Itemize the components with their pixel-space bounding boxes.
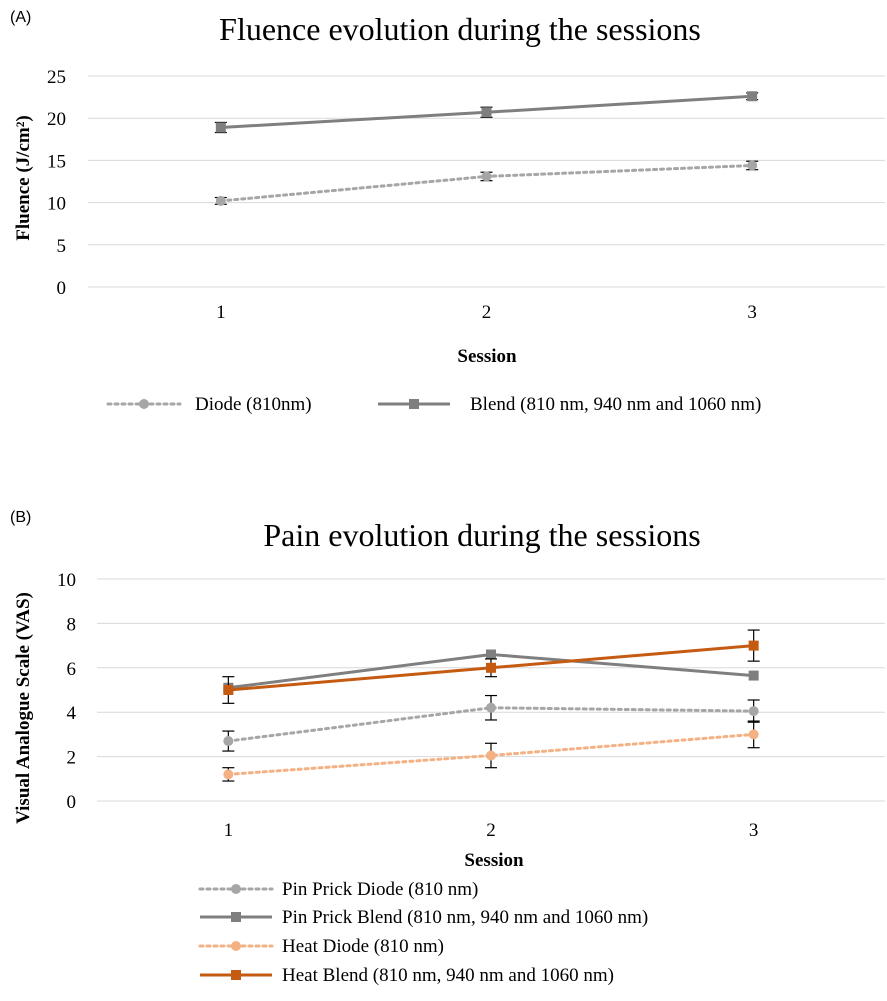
chart-a-xlabel: Session xyxy=(457,346,517,367)
y-tick-label: 8 xyxy=(67,614,77,635)
legend-item: Heat Blend (810 nm, 940 nm and 1060 nm) xyxy=(200,965,614,986)
x-tick-label: 1 xyxy=(224,820,234,841)
chart-a-ylabel: Fluence (J/cm²) xyxy=(13,115,34,240)
y-tick-label: 10 xyxy=(47,194,66,215)
legend-marker xyxy=(409,399,419,409)
legend-item: Blend (810 nm, 940 nm and 1060 nm) xyxy=(378,394,761,415)
data-point xyxy=(223,769,234,780)
legend-marker xyxy=(231,884,241,894)
y-tick-label: 5 xyxy=(57,236,67,257)
x-tick-label: 1 xyxy=(216,302,226,323)
data-point xyxy=(748,729,759,740)
y-tick-label: 15 xyxy=(47,151,66,172)
data-point xyxy=(748,640,759,651)
series-0 xyxy=(222,694,760,752)
data-point xyxy=(747,160,758,171)
y-tick-label: 0 xyxy=(67,792,77,813)
data-point xyxy=(747,91,758,102)
y-tick-label: 10 xyxy=(57,570,76,591)
data-point xyxy=(223,685,234,695)
data-point xyxy=(486,750,496,761)
y-tick-label: 25 xyxy=(47,67,66,88)
chart-0-legend: Diode (810nm) Blend (810 nm, 940 nm and 1… xyxy=(106,394,761,415)
data-point xyxy=(748,706,759,717)
chart-0-plot: 0 5 10 15 20 25 1 2 3 Diode (810nm) Blend (810 nm,… xyxy=(47,67,885,415)
y-tick-label: 6 xyxy=(67,659,77,680)
y-tick-label: 0 xyxy=(57,278,67,299)
data-point xyxy=(223,736,234,747)
data-point xyxy=(215,122,226,133)
y-tick-label: 20 xyxy=(47,109,66,130)
x-tick-label: 3 xyxy=(749,820,759,841)
legend-label: Pin Prick Diode (810 nm) xyxy=(282,879,478,900)
data-point xyxy=(748,670,759,681)
legend-marker xyxy=(231,941,241,951)
panel-b-label: (B) xyxy=(10,509,31,526)
series-1 xyxy=(214,91,759,134)
series-0 xyxy=(214,160,759,206)
legend-label: Pin Prick Blend (810 nm, 940 nm and 1060… xyxy=(282,907,648,928)
panel-a-label: (A) xyxy=(10,9,31,26)
series-2 xyxy=(222,720,760,782)
chart-b-ylabel: Visual Analogue Scale (VAS) xyxy=(13,592,34,824)
x-tick-label: 2 xyxy=(482,302,492,323)
x-tick-label: 2 xyxy=(486,820,496,841)
x-tick-label: 3 xyxy=(747,302,757,323)
data-point xyxy=(215,195,226,206)
series-line xyxy=(219,163,754,203)
legend-label: Heat Diode (810 nm) xyxy=(282,936,444,957)
series-3 xyxy=(222,629,760,704)
data-point xyxy=(486,702,496,713)
legend-item: Diode (810nm) xyxy=(106,394,312,415)
legend-item: Heat Diode (810 nm) xyxy=(198,936,444,957)
legend-marker xyxy=(139,399,149,409)
y-tick-label: 4 xyxy=(67,703,77,724)
chart-a-title: Fluence evolution during the sessions xyxy=(219,11,701,47)
legend-marker xyxy=(231,970,241,980)
chart-1-legend: Pin Prick Diode (810 nm) Pin Prick Blend … xyxy=(198,879,648,986)
legend-label: Blend (810 nm, 940 nm and 1060 nm) xyxy=(470,394,761,415)
chart-b-title: Pain evolution during the sessions xyxy=(263,517,700,553)
data-point xyxy=(486,649,496,660)
data-point xyxy=(481,171,492,182)
y-tick-label: 2 xyxy=(67,748,77,769)
legend-item: Pin Prick Diode (810 nm) xyxy=(198,879,478,900)
data-point xyxy=(481,107,492,118)
legend-marker xyxy=(231,912,241,922)
chart-b-xlabel: Session xyxy=(464,850,524,871)
data-point xyxy=(486,662,496,673)
legend-item: Pin Prick Blend (810 nm, 940 nm and 1060… xyxy=(200,907,648,928)
legend-label: Diode (810nm) xyxy=(195,394,312,415)
legend-label: Heat Blend (810 nm, 940 nm and 1060 nm) xyxy=(282,965,614,986)
